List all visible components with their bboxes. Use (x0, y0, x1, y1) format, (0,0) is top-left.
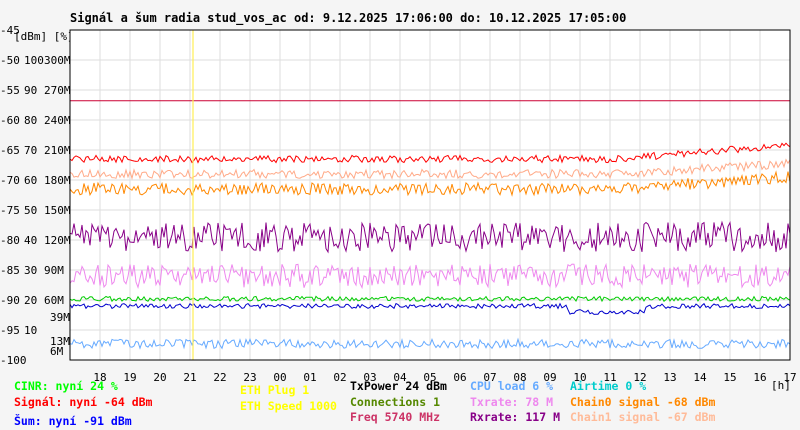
legend-rxrate: Rxrate: 117 M (470, 410, 560, 424)
series-line--um (69, 302, 791, 315)
series-line-chain0-signal (69, 170, 791, 197)
legend-txrate: Txrate: 78 M (470, 395, 553, 409)
y-axis-labels: -45 -50 100 300M -55 90 270M -60 80 240M -65 70 210M… (0, 24, 71, 367)
series-line-cinr (69, 295, 791, 303)
x-tick-label: 10 (573, 371, 586, 384)
x-tick-label: 14 (693, 371, 707, 384)
series-line-rxrate (69, 262, 791, 290)
x-unit-label: [h] (771, 379, 791, 392)
y-tick-percent: 90 (24, 84, 37, 97)
y-tick-percent: 100 (24, 54, 44, 67)
y-tick-percent: 50 (24, 204, 37, 217)
y-tick-dbm: -70 (0, 174, 20, 187)
legend-txpower: TxPower 24 dBm (350, 379, 447, 393)
y-tick-percent: 60 (24, 174, 37, 187)
y-tick-rate: 180M (44, 174, 71, 187)
plot-border (69, 29, 791, 361)
y-tick-rate: 300M (44, 54, 71, 67)
y-tick-rate: 60M (44, 294, 64, 307)
y-unit-label: [dBm] [%] (14, 30, 74, 43)
x-tick-label: 03 (363, 371, 376, 384)
x-tick-label: 13 (663, 371, 676, 384)
y-tick-dbm: -55 (0, 84, 20, 97)
chart-title: Signál a šum radia stud_vos_ac od: 9.12.… (70, 11, 626, 26)
legend-signal: Signál: nyní -64 dBm (14, 395, 153, 409)
x-tick-label: 22 (213, 371, 226, 384)
y-tick-rate: 240M (44, 114, 71, 127)
y-tick-dbm: -90 (0, 294, 20, 307)
x-tick-label: 23 (243, 371, 256, 384)
x-tick-label: 19 (123, 371, 136, 384)
x-tick-label: 09 (543, 371, 556, 384)
legend-cinr: CINR: nyní 24 % (14, 379, 118, 393)
legend-eth-speed: ETH Speed 1000 (240, 399, 337, 413)
series-line-cpu-load (69, 337, 791, 350)
x-tick-label: 21 (183, 371, 196, 384)
series-line-txrate (69, 220, 791, 254)
y-tick-percent: 20 (24, 294, 37, 307)
y-tick-dbm: -80 (0, 234, 20, 247)
x-tick-label: 01 (303, 371, 316, 384)
x-tick-label: 15 (723, 371, 736, 384)
y-tick-dbm: -50 (0, 54, 20, 67)
x-tick-label: 08 (513, 371, 526, 384)
y-tick-extra: 39M (50, 311, 70, 324)
y-tick-rate: 270M (44, 84, 71, 97)
legend-airtime: Airtime 0 % (570, 379, 646, 393)
y-tick-dbm: -45 (0, 24, 20, 37)
legend-eth-plug: ETH Plug 1 (240, 383, 309, 397)
legend-chain1: Chain1 signal -67 dBm (570, 410, 715, 424)
y-tick-dbm: -60 (0, 114, 20, 127)
y-tick-percent: 10 (24, 324, 37, 337)
y-tick-extra: 6M (50, 345, 64, 358)
legend-chain0: Chain0 signal -68 dBm (570, 395, 715, 409)
legend-noise: Šum: nyní -91 dBm (14, 413, 132, 428)
x-tick-label: 12 (633, 371, 646, 384)
y-tick-dbm: -100 (0, 354, 27, 367)
x-tick-label: 20 (153, 371, 166, 384)
y-tick-rate: 150M (44, 204, 71, 217)
series-line-chain1-signal (69, 158, 791, 181)
x-tick-label: 07 (483, 371, 496, 384)
y-tick-dbm: -65 (0, 144, 20, 157)
x-tick-label: 00 (273, 371, 286, 384)
series-line-sign-l (69, 142, 791, 164)
y-tick-dbm: -85 (0, 264, 20, 277)
legend-freq: Freq 5740 MHz (350, 410, 440, 424)
x-tick-label: 04 (393, 371, 407, 384)
y-tick-rate: 90M (44, 264, 64, 277)
y-tick-extra: 13M (50, 335, 70, 348)
y-tick-percent: 40 (24, 234, 37, 247)
series-layer (69, 100, 791, 350)
x-tick-label: 17 (783, 371, 796, 384)
x-tick-label: 11 (603, 371, 616, 384)
y-tick-dbm: -95 (0, 324, 20, 337)
y-tick-percent: 70 (24, 144, 37, 157)
y-tick-percent: 80 (24, 114, 37, 127)
y-tick-rate: 210M (44, 144, 71, 157)
x-tick-label: 18 (93, 371, 106, 384)
y-tick-dbm: -75 (0, 204, 20, 217)
x-tick-label: 16 (753, 371, 766, 384)
legend-cpu: CPU load 6 % (470, 379, 553, 393)
legend-connections: Connections 1 (350, 395, 440, 409)
y-tick-percent: 30 (24, 264, 37, 277)
x-tick-label: 02 (333, 371, 346, 384)
x-axis-labels: 18 19 20 21 22 23 00 01 02 03 04 05 06 07 08 09 10 11 12 13… (93, 371, 796, 384)
y-tick-rate: 120M (44, 234, 71, 247)
x-tick-label: 06 (453, 371, 466, 384)
legend: CINR: nyní 24 % Signál: nyní -64 dBm Šum… (14, 379, 715, 428)
x-tick-label: 05 (423, 371, 436, 384)
